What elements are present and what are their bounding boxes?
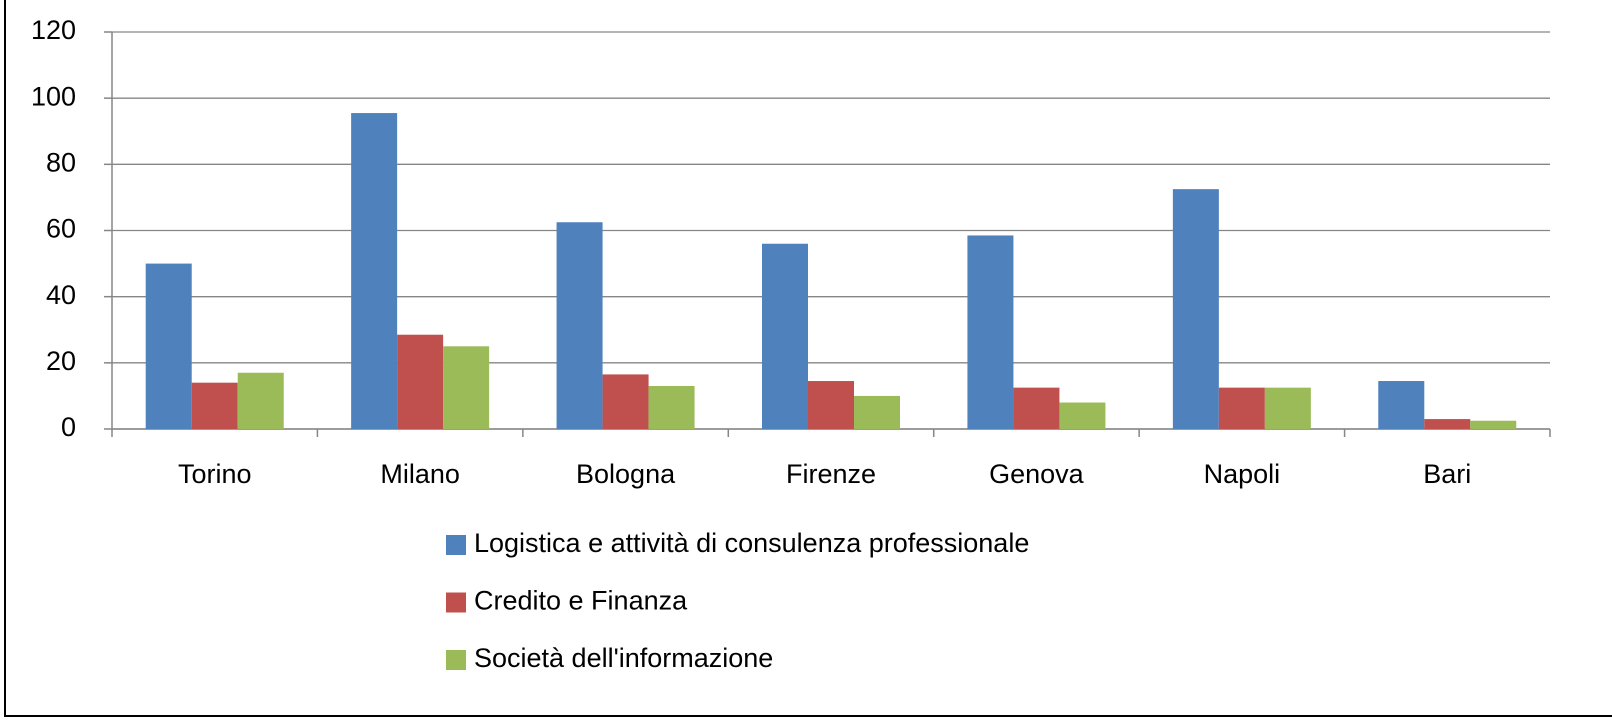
x-tick-label: Milano (380, 459, 460, 489)
bar (967, 235, 1014, 429)
chart-frame (4, 0, 1612, 717)
y-tick-label: 120 (31, 15, 76, 45)
x-tick-label: Firenze (786, 459, 876, 489)
bar (1218, 387, 1265, 429)
bar (1264, 387, 1311, 429)
bar (351, 113, 398, 429)
bar (1013, 387, 1060, 429)
bar (1172, 189, 1219, 429)
x-tick-label: Genova (989, 459, 1085, 489)
y-tick-label: 80 (46, 147, 76, 177)
x-tick-label: Bologna (576, 459, 676, 489)
bar (397, 334, 444, 429)
bar (237, 372, 284, 429)
legend-swatch (446, 650, 466, 670)
bar (443, 346, 490, 429)
bar (556, 222, 603, 429)
bar (1424, 419, 1471, 429)
legend-label: Società dell'informazione (474, 643, 773, 673)
bar (1470, 420, 1517, 429)
bar (762, 243, 808, 429)
y-tick-label: 20 (46, 346, 76, 376)
bar (648, 385, 695, 429)
legend-label: Logistica e attività di consulenza profe… (474, 528, 1029, 558)
bar (145, 263, 192, 429)
bar (808, 381, 854, 429)
legend-swatch (446, 592, 466, 613)
y-tick-label: 0 (61, 412, 76, 442)
bar (191, 382, 238, 429)
legend-swatch (446, 535, 466, 555)
bar (1059, 402, 1106, 429)
bar (602, 374, 649, 429)
x-tick-label: Torino (178, 459, 252, 489)
x-tick-label: Napoli (1204, 459, 1281, 489)
bar (854, 395, 900, 429)
bar (1378, 381, 1425, 429)
y-tick-label: 100 (31, 81, 76, 111)
x-tick-label: Bari (1423, 459, 1471, 489)
legend-label: Credito e Finanza (474, 586, 688, 616)
y-tick-label: 60 (46, 214, 76, 244)
y-tick-label: 40 (46, 280, 76, 310)
